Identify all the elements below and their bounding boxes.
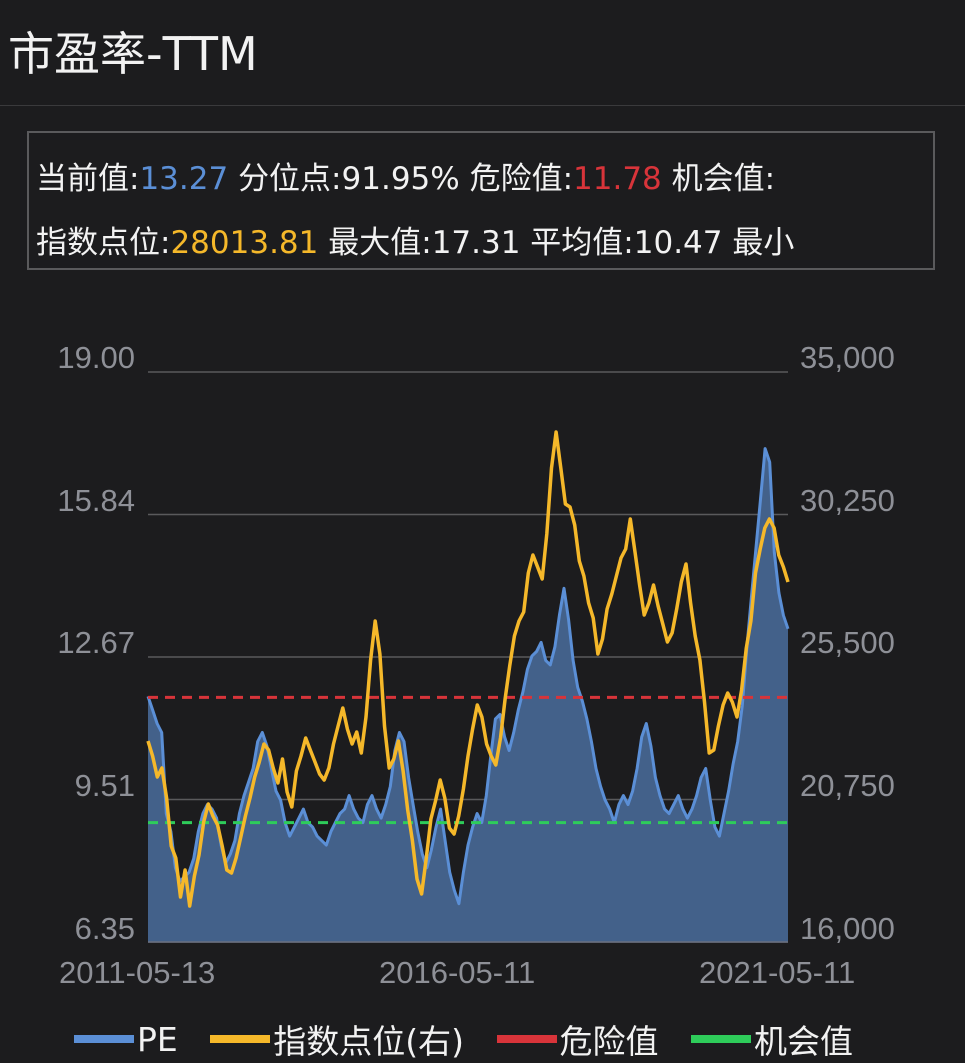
legend-item-index[interactable]: 指数点位(右) (210, 1015, 464, 1063)
current-value: 13.27 (139, 161, 229, 197)
stats-row-1: 当前值:13.27 分位点:91.95% 危险值:11.78 机会值: (36, 153, 775, 198)
index-value: 28013.81 (170, 225, 319, 261)
stats-row-2: 指数点位:28013.81 最大值:17.31 平均值:10.47 最小 (36, 217, 794, 262)
legend-label: 危险值 (559, 1022, 659, 1061)
max-value: 17.31 (431, 225, 521, 261)
y-left-tick-0: 19.00 (57, 340, 135, 375)
danger-swatch-icon (496, 1035, 557, 1043)
danger-label: 危险值: (469, 161, 574, 197)
legend-label: PE (137, 1019, 178, 1059)
opportunity-label: 机会值: (671, 161, 776, 197)
index-line (146, 430, 790, 908)
max-label: 最大值: (328, 225, 432, 261)
pe-area (148, 448, 788, 942)
current-label: 当前值: (36, 161, 140, 197)
y-right-tick-4: 16,000 (800, 911, 895, 946)
avg-value: 10.47 (633, 225, 723, 261)
y-left-tick-4: 6.35 (74, 911, 135, 946)
y-left-tick-2: 12.67 (57, 625, 135, 660)
stats-panel: 当前值:13.27 分位点:91.95% 危险值:11.78 机会值: 指数点位… (27, 131, 935, 270)
legend-item-opportunity[interactable]: 机会值 (691, 1015, 853, 1063)
legend-label: 机会值 (754, 1022, 854, 1061)
y-right-tick-2: 25,500 (800, 625, 895, 660)
opportunity-swatch-icon (691, 1035, 752, 1043)
y-right-tick-1: 30,250 (800, 483, 895, 518)
pe-line (146, 447, 790, 906)
header-divider (0, 105, 965, 106)
danger-value: 11.78 (573, 161, 662, 197)
percentile-value: 91.95% (341, 161, 460, 197)
y-left-tick-3: 9.51 (74, 768, 135, 803)
x-tick-2: 2021-05-11 (699, 955, 856, 990)
y-right-tick-3: 20,750 (800, 768, 895, 803)
legend-item-danger[interactable]: 危险值 (496, 1015, 659, 1063)
avg-label: 平均值: (530, 225, 634, 261)
pe-swatch-icon (74, 1035, 134, 1043)
index-swatch-icon (210, 1035, 271, 1043)
min-label: 最小 (732, 225, 795, 261)
index-label: 指数点位: (36, 225, 171, 261)
legend-label: 指数点位(右) (273, 1022, 465, 1061)
page-title: 市盈率-TTM (8, 27, 258, 81)
chart-legend: PE 指数点位(右) 危险值 机会值 (74, 1012, 875, 1063)
x-tick-1: 2016-05-11 (379, 955, 536, 990)
legend-item-pe[interactable]: PE (74, 1020, 178, 1059)
y-left-tick-1: 15.84 (57, 483, 135, 518)
y-right-tick-0: 35,000 (800, 340, 895, 375)
x-tick-0: 2011-05-13 (59, 955, 216, 990)
percentile-label: 分位点: (238, 161, 342, 197)
